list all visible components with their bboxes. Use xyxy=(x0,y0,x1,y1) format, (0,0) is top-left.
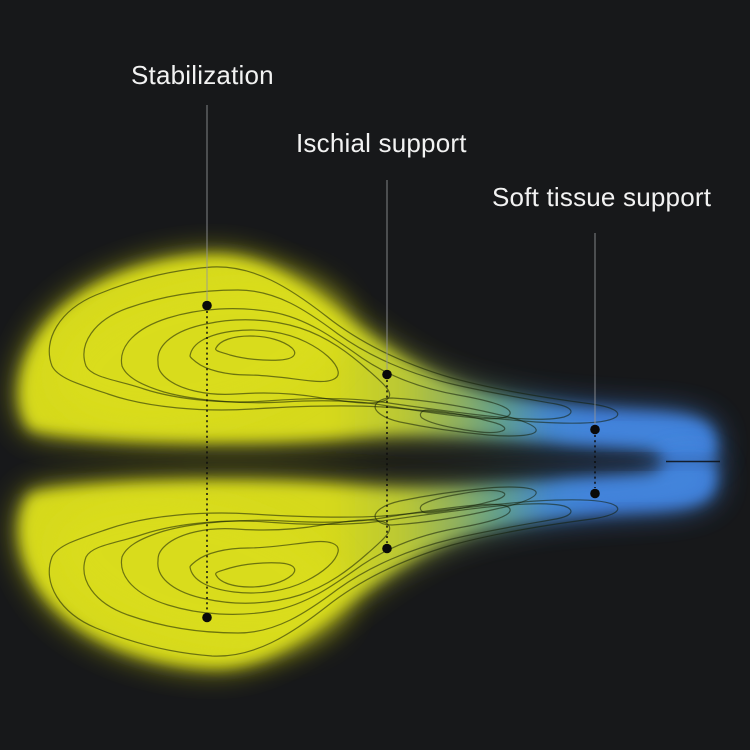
label-stabilization: Stabilization xyxy=(131,60,274,90)
marker-dot-ischial-bottom xyxy=(382,543,392,554)
label-ischial-support: Ischial support xyxy=(296,128,467,158)
marker-dot-soft-tissue-top xyxy=(590,424,600,435)
marker-dot-soft-tissue-bottom xyxy=(590,488,600,499)
marker-dot-ischial-top xyxy=(382,369,392,380)
marker-dot-stabilization-bottom xyxy=(202,612,212,623)
saddle-bottom-half xyxy=(21,462,716,675)
saddle-top-half xyxy=(21,249,716,462)
marker-dot-stabilization-top xyxy=(202,300,212,311)
label-soft-tissue-support: Soft tissue support xyxy=(492,182,712,212)
